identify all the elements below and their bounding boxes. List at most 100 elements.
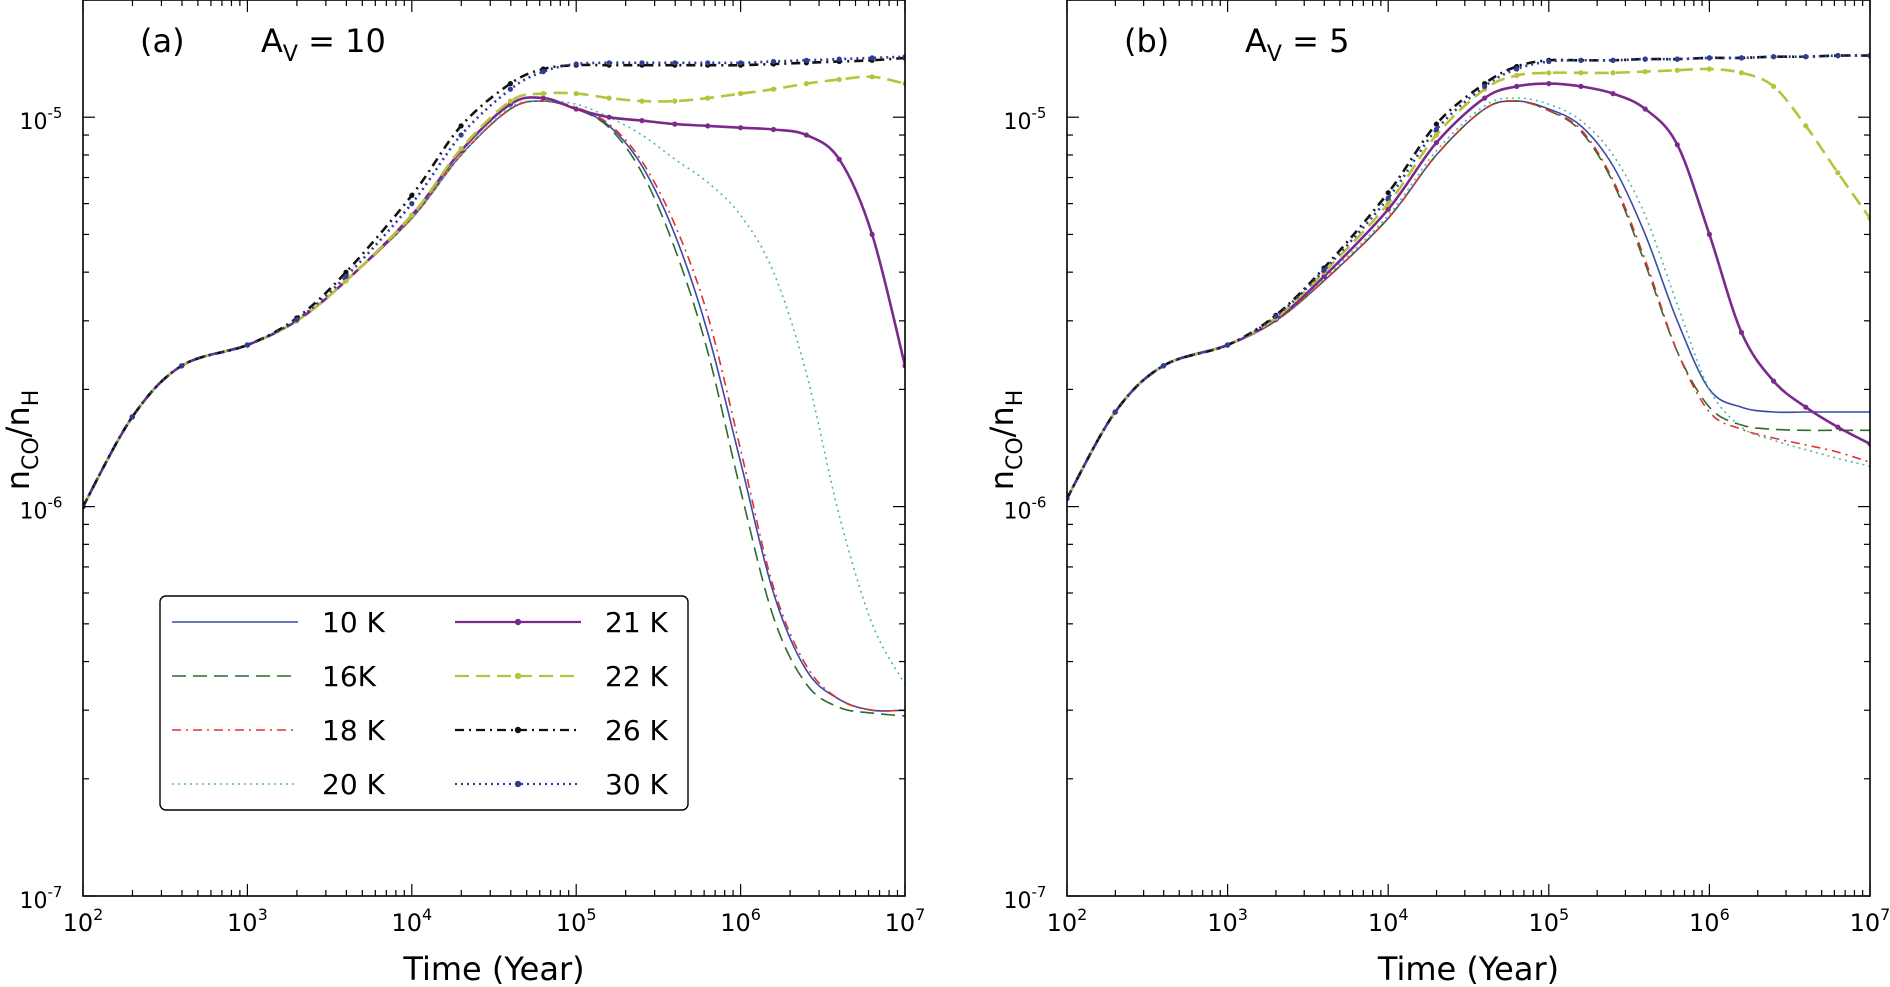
series-line-30k [83,55,905,508]
series-marker [1610,57,1616,63]
series-marker [1803,404,1809,410]
series-line-21k [83,96,905,508]
series-group [83,54,905,717]
series-marker [1385,201,1391,207]
series-line-20k [1067,97,1870,499]
series-marker [1546,58,1552,65]
series-marker [540,95,546,101]
y-tick-label: 10-6 [1004,494,1047,525]
series-marker [343,273,349,280]
series-line-16k [1067,100,1870,499]
x-tick-exponent: 7 [1880,905,1890,924]
x-tick-base: 10 [885,909,916,937]
x-tick-label: 103 [1207,905,1248,937]
x-tick-exponent: 6 [751,905,761,924]
y-label-n: n [983,470,1021,490]
series-marker [179,363,185,369]
series-marker [803,81,810,87]
series-marker [1433,132,1439,138]
series-marker [639,60,645,66]
series-marker [1273,313,1279,319]
av-annotation: AV = 10 [261,22,386,67]
series-marker [1674,56,1680,62]
x-tick-exponent: 5 [586,905,596,924]
series-marker [606,60,612,66]
y-tick-label: 10-6 [20,494,63,525]
series-marker [1835,53,1841,59]
series-marker [738,60,744,66]
av-letter: A [261,22,283,60]
series-marker [409,212,415,218]
series-marker [869,55,875,61]
x-tick-base: 10 [1368,909,1399,937]
legend-label: 22 K [605,660,669,693]
x-tick-base: 10 [1207,909,1238,937]
series-marker [1433,121,1439,127]
series-marker [1835,170,1841,176]
series-marker [1385,195,1391,201]
series-marker [1112,409,1118,415]
series-line-26k [83,56,905,508]
plot-frame [82,0,906,897]
series-marker [1546,81,1552,87]
y-tick-exponent: -5 [48,104,63,122]
series-marker [409,192,415,198]
x-tick-exponent: 7 [915,905,925,924]
legend-marker [514,618,522,626]
series-marker [1674,142,1680,148]
x-tick-exponent: 3 [1238,905,1248,924]
series-marker [1738,329,1745,336]
x-tick-base: 10 [1689,909,1720,937]
x-tick-label: 106 [720,905,761,937]
series-marker [803,132,810,138]
x-axis-label: Time (Year) [1377,950,1559,987]
series-marker [770,86,777,92]
series-marker [738,91,744,97]
series-marker [507,98,513,104]
series-marker [1706,231,1712,237]
legend: 10 K 16K 18 K 20 K 21 K 22 K 26 K 30 K [159,595,689,811]
series-marker [1482,83,1488,89]
y-tick-label: 10-7 [20,883,63,914]
series-line-22k [83,75,905,508]
plot-frame [1066,0,1871,897]
series-marker [1546,70,1552,76]
series-marker [573,106,579,112]
series-marker [244,342,250,348]
legend-label: 30 K [605,768,669,801]
series-marker [836,76,842,83]
av-subscript: V [1267,42,1282,67]
x-axis-label: Time (Year) [402,950,584,987]
series-marker [705,60,711,66]
series-marker [1433,140,1439,146]
series-marker [770,126,777,133]
series-marker [1771,54,1777,60]
series-marker [836,156,842,162]
series-marker [1771,83,1777,89]
x-tick-base: 10 [1850,909,1881,937]
series-marker [869,74,875,80]
x-tick-exponent: 4 [422,905,432,924]
x-tick-label: 104 [1368,905,1409,937]
x-tick-exponent: 5 [1559,905,1569,924]
series-marker [540,91,546,97]
series-marker [1835,424,1841,430]
x-tick-base: 10 [1528,909,1559,937]
y-axis-label: nCO/nH [0,390,44,491]
series-marker [1642,56,1648,62]
series-marker [1321,267,1327,273]
av-subscript: V [283,42,298,67]
x-tick-exponent: 3 [258,905,268,924]
y-tick-exponent: -5 [1032,104,1047,122]
legend-box [159,595,689,811]
y-tick-label: 10-7 [1004,883,1047,914]
legend-label: 20 K [322,768,386,801]
series-marker [738,125,744,131]
series-marker [458,132,464,138]
series-marker [606,95,612,101]
series-marker [458,146,464,152]
series-marker [1706,66,1712,72]
series-marker [869,231,875,237]
series-marker [639,98,645,104]
panel-label: (b) [1124,22,1169,60]
